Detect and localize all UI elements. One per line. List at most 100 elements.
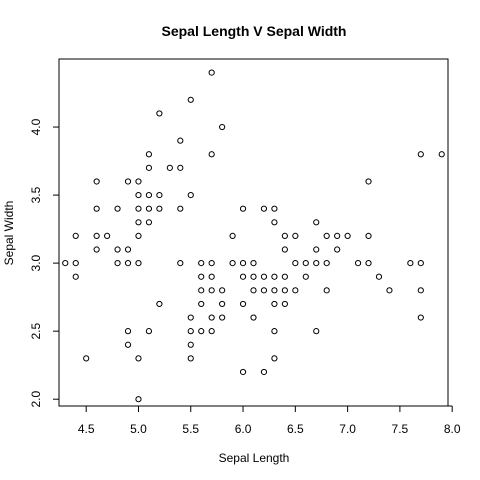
data-point <box>229 260 236 267</box>
x-axis-label: Sepal Length <box>219 451 290 465</box>
data-point <box>219 287 226 294</box>
data-point <box>187 341 194 348</box>
data-point <box>417 314 424 321</box>
data-points <box>62 69 445 403</box>
y-axis-label: Sepal Width <box>2 201 16 266</box>
data-point <box>323 287 330 294</box>
data-point <box>145 205 153 212</box>
y-tick-label: 2.5 <box>29 322 43 339</box>
data-point <box>177 164 184 171</box>
y-tick-label: 2.0 <box>29 391 43 408</box>
data-point <box>135 396 142 403</box>
data-point <box>250 260 257 267</box>
data-point <box>271 205 278 212</box>
data-point <box>239 368 247 376</box>
chart-title: Sepal Length V Sepal Width <box>161 23 346 39</box>
x-tick-label: 6.5 <box>287 422 304 436</box>
data-point <box>334 246 341 253</box>
data-point <box>208 314 215 321</box>
data-point <box>187 96 194 103</box>
data-point <box>124 341 132 348</box>
data-point <box>313 328 320 335</box>
data-point <box>93 232 100 240</box>
data-point <box>281 300 288 308</box>
data-point <box>354 260 362 267</box>
x-tick-label: 8.0 <box>444 422 461 436</box>
x-tick-label: 7.0 <box>339 422 356 436</box>
data-point <box>271 300 278 308</box>
data-point <box>375 273 383 280</box>
data-point <box>135 178 142 185</box>
data-point <box>302 273 309 280</box>
data-point <box>260 273 268 280</box>
y-tick-label: 4.0 <box>29 118 43 135</box>
data-point <box>417 151 424 158</box>
data-point <box>407 260 414 267</box>
data-point <box>365 260 372 267</box>
data-point <box>271 287 278 294</box>
data-point <box>292 260 299 267</box>
data-point <box>145 219 153 226</box>
y-axis: 2.0 2.5 3.0 3.5 4.0 <box>29 118 60 408</box>
data-point <box>365 232 372 240</box>
x-tick-label: 5.5 <box>182 422 199 436</box>
data-point <box>229 232 236 240</box>
data-point <box>156 191 163 199</box>
data-point <box>124 178 132 185</box>
data-point <box>281 273 288 280</box>
data-point <box>239 300 247 308</box>
data-point <box>166 164 173 171</box>
data-point <box>187 328 194 335</box>
data-point <box>208 69 215 76</box>
data-point <box>271 273 278 280</box>
data-point <box>313 260 320 267</box>
data-point <box>135 260 142 267</box>
data-point <box>417 260 424 267</box>
data-point <box>156 205 163 212</box>
data-point <box>135 205 142 212</box>
data-point <box>187 314 194 321</box>
data-point <box>114 260 121 267</box>
data-point <box>219 314 226 321</box>
data-point <box>417 287 424 294</box>
data-point <box>334 232 341 240</box>
data-point <box>124 260 132 267</box>
x-tick-label: 4.5 <box>78 422 95 436</box>
data-point <box>313 219 320 226</box>
data-point <box>239 205 247 212</box>
data-point <box>156 300 163 308</box>
data-point <box>271 355 278 362</box>
data-point <box>114 246 121 253</box>
data-point <box>72 232 79 240</box>
data-point <box>198 273 205 280</box>
x-tick-label: 5.0 <box>130 422 147 436</box>
data-point <box>72 260 79 267</box>
x-axis: 4.5 5.0 5.5 6.0 6.5 7.0 7.5 8.0 <box>78 405 461 436</box>
data-point <box>198 260 205 267</box>
data-point <box>177 137 184 144</box>
data-point <box>219 123 226 131</box>
data-point <box>83 355 90 362</box>
data-point <box>250 273 257 280</box>
data-point <box>62 260 69 267</box>
data-point <box>271 328 278 335</box>
data-point <box>135 232 142 240</box>
data-point <box>208 260 215 267</box>
data-point <box>145 328 153 335</box>
data-point <box>104 232 111 240</box>
data-point <box>281 287 288 294</box>
data-point <box>208 151 215 158</box>
data-point <box>239 260 247 267</box>
data-point <box>93 246 100 253</box>
data-point <box>260 368 268 376</box>
data-point <box>208 273 215 280</box>
data-point <box>198 328 205 335</box>
data-point <box>156 110 163 117</box>
data-point <box>292 287 299 294</box>
y-tick-label: 3.5 <box>29 186 43 203</box>
x-tick-label: 6.0 <box>235 422 252 436</box>
data-point <box>114 205 121 212</box>
data-point <box>177 205 184 212</box>
data-point <box>124 328 132 335</box>
